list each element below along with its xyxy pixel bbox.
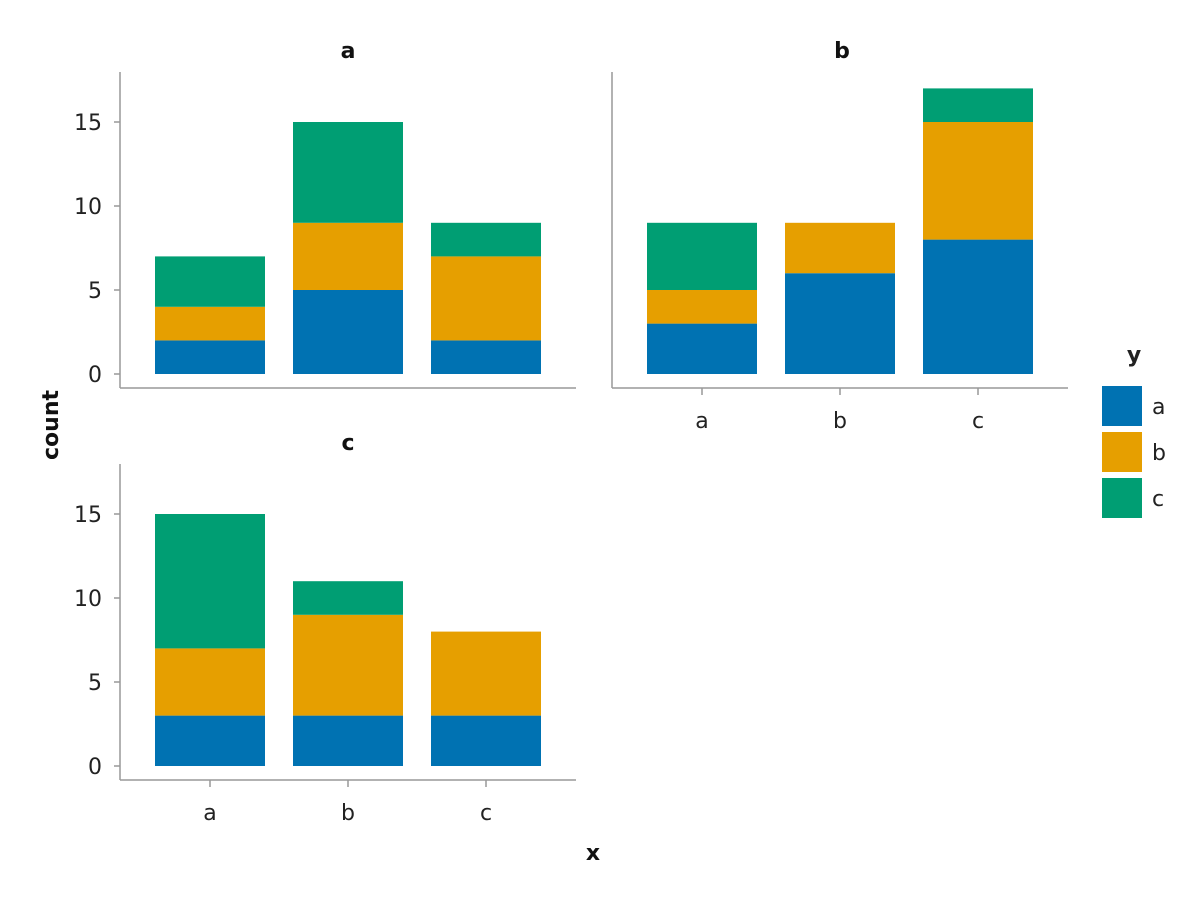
panel-a: a 0 5 10 15 <box>74 39 576 389</box>
x-tick-label: b <box>341 801 355 826</box>
y-tick-label: 0 <box>88 363 102 388</box>
legend-label-a: a <box>1152 395 1165 420</box>
bar-segment-c-b <box>293 122 403 223</box>
bar-segment-c-a <box>155 256 265 307</box>
y-tick-label: 15 <box>74 503 102 528</box>
y-tick-label: 15 <box>74 111 102 136</box>
panel-title: b <box>834 39 850 64</box>
bar-segment-a-a <box>155 340 265 374</box>
bar-segment-b-b <box>293 614 403 716</box>
x-tick-label: b <box>833 409 847 434</box>
bar-segment-b-c <box>923 122 1033 240</box>
legend-title: y <box>1127 343 1141 368</box>
x-tick-label: c <box>480 801 492 826</box>
bar-segment-c-b <box>293 581 403 615</box>
y-tick-label: 10 <box>74 195 102 220</box>
panel-c: c 0 5 10 15 a b c <box>74 431 576 826</box>
panel-b: b a b c <box>611 39 1068 434</box>
bar-segment-a-c <box>923 239 1033 374</box>
x-tick-label: a <box>203 801 216 826</box>
bar-segment-b-a <box>647 290 757 324</box>
bar-segment-c-a <box>155 514 265 649</box>
bar-segment-c-c <box>431 222 541 257</box>
facet-panels: a 0 5 10 15 b a b c c 0 5 10 15 a b c <box>74 39 1068 826</box>
bar-segment-b-b <box>785 222 895 274</box>
x-tick-label: a <box>695 409 708 434</box>
bar-segment-b-b <box>293 222 403 290</box>
y-tick-label: 0 <box>88 755 102 780</box>
x-tick-label: c <box>972 409 984 434</box>
bar-segment-a-b <box>785 273 895 374</box>
bar-segment-b-a <box>155 306 265 341</box>
bar-segment-c-c <box>923 88 1033 122</box>
legend-label-c: c <box>1152 487 1164 512</box>
bar-segment-a-c <box>431 715 541 766</box>
bar-segment-a-c <box>431 340 541 374</box>
bar-segment-b-a <box>155 648 265 716</box>
y-axis-title: count <box>39 390 64 460</box>
bar-segment-b-c <box>431 256 541 341</box>
legend-swatch-a <box>1102 386 1142 426</box>
bar-segment-a-b <box>293 715 403 766</box>
y-tick-label: 5 <box>88 279 102 304</box>
y-tick-label: 10 <box>74 587 102 612</box>
bar-segment-a-a <box>647 323 757 374</box>
bar-segment-c-a <box>647 222 757 290</box>
legend-swatch-c <box>1102 478 1142 518</box>
y-tick-label: 5 <box>88 671 102 696</box>
bar-segment-b-c <box>431 631 541 716</box>
bar-segment-a-a <box>155 715 265 766</box>
legend-label-b: b <box>1152 441 1166 466</box>
bar-segment-a-b <box>293 290 403 374</box>
legend-swatch-b <box>1102 432 1142 472</box>
legend: abc <box>1102 386 1166 518</box>
x-axis-title: x <box>586 841 600 866</box>
panel-title: c <box>341 431 354 456</box>
panel-title: a <box>341 39 356 64</box>
